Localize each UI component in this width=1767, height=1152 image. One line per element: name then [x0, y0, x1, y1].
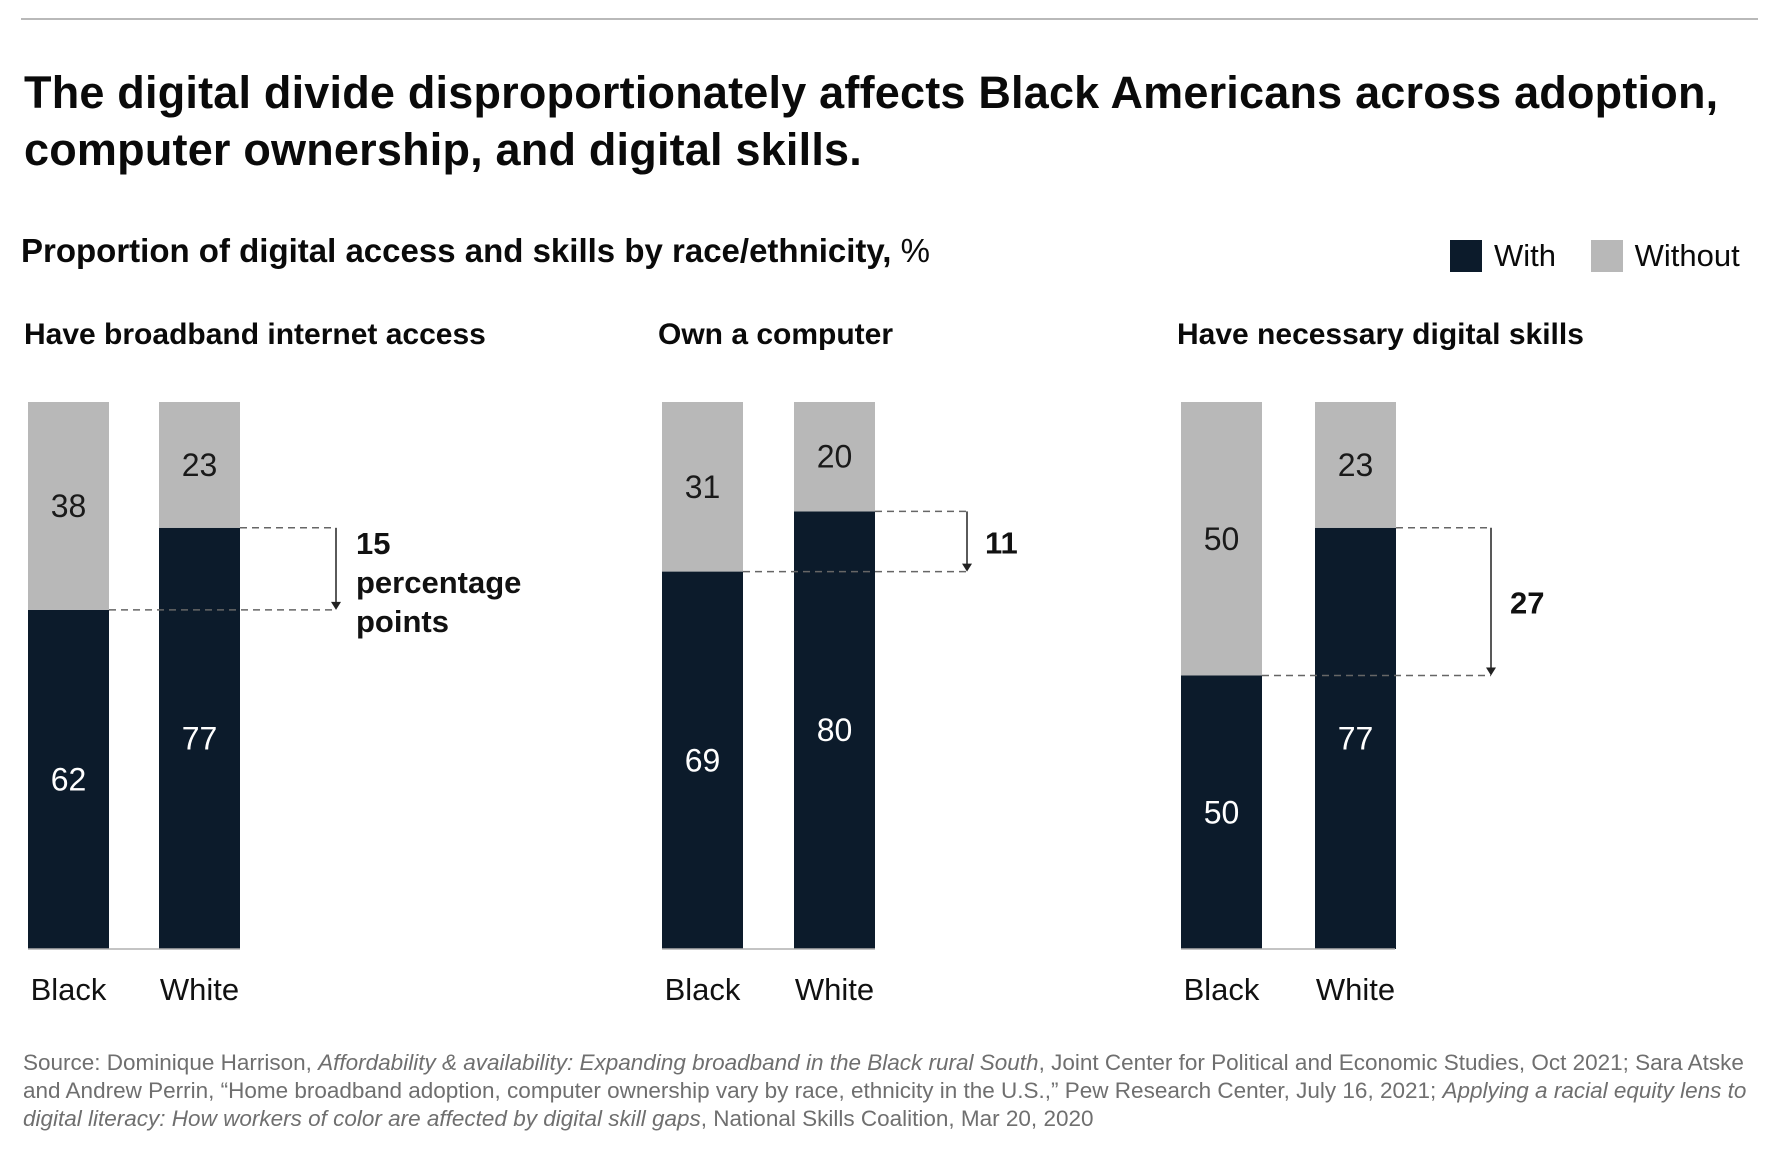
panel-title-skills: Have necessary digital skills [1177, 318, 1584, 351]
data-label-with: 80 [817, 712, 853, 748]
bar-with-white [1315, 527, 1396, 949]
bar-without-black [28, 402, 109, 610]
source-part: , Joint Center for Political and Economi… [23, 1050, 1744, 1103]
data-label-without: 50 [1204, 521, 1240, 557]
data-label-with: 69 [685, 742, 721, 778]
gap-arrow-head [1486, 667, 1496, 676]
gap-annotation-text: 11 [985, 525, 1018, 560]
gap-arrow-head [962, 563, 972, 572]
legend: With Without [1450, 238, 1740, 280]
source-part: Affordability & availability: Expanding … [318, 1050, 1039, 1075]
top-divider [21, 18, 1758, 20]
panel-title-computer: Own a computer [658, 318, 894, 351]
gap-annotation-text: 27 [1510, 586, 1544, 621]
data-label-without: 38 [51, 488, 87, 524]
legend-label-with: With [1494, 238, 1556, 273]
bar-without-white [159, 402, 240, 528]
data-label-without: 20 [817, 439, 853, 475]
panel-title-broadband: Have broadband internet access [24, 318, 486, 351]
data-label-with: 62 [51, 761, 87, 797]
x-tick-label: Black [665, 972, 741, 1007]
gap-annotation-text: 15 [356, 526, 390, 561]
chart-title: The digital divide disproportionately af… [24, 67, 1719, 175]
gap-annotation-text: percentage [356, 565, 521, 600]
bar-with-white [159, 527, 240, 949]
x-tick-label: White [160, 972, 239, 1007]
bar-without-black [1181, 402, 1262, 676]
bar-without-white [794, 402, 875, 512]
legend-item-with: With [1450, 238, 1556, 274]
gap-arrow-head [331, 601, 341, 610]
stacked-bar-chart: 62 38 Black 77 23 White 15 percentage points 69 31… [28, 402, 1544, 1007]
data-label-with: 77 [182, 720, 218, 756]
legend-swatch-without [1590, 240, 1623, 272]
x-tick-label: White [795, 972, 874, 1007]
gap-annotation-text: points [356, 604, 449, 639]
data-label-without: 31 [685, 469, 721, 505]
legend-item-without: Without [1590, 238, 1740, 274]
bar-with-black [28, 609, 109, 949]
bar-without-black [662, 402, 743, 572]
data-label-without: 23 [1338, 447, 1374, 483]
x-tick-label: Black [31, 972, 107, 1007]
bar-with-white [794, 511, 875, 949]
subtitle-unit: % [900, 232, 930, 269]
bar-with-black [662, 571, 743, 949]
legend-label-without: Without [1634, 238, 1740, 273]
x-tick-label: Black [1184, 972, 1260, 1007]
source-part: Applying a racial equity lens to digital… [23, 1078, 1747, 1131]
subtitle-text: Proportion of digital access and skills … [21, 232, 892, 269]
chart-subtitle: Proportion of digital access and skills … [21, 232, 930, 270]
x-tick-label: White [1316, 972, 1395, 1007]
bar-without-white [1315, 402, 1396, 528]
data-label-without: 23 [182, 447, 218, 483]
data-label-with: 77 [1338, 720, 1374, 756]
source-note: Source: Dominique Harrison, Affordabilit… [23, 1049, 1753, 1133]
source-part: Source: Dominique Harrison, [23, 1050, 319, 1075]
legend-swatch-with [1450, 240, 1482, 272]
data-label-with: 50 [1204, 794, 1240, 830]
source-part: , National Skills Coalition, Mar 20, 202… [700, 1106, 1094, 1131]
bar-with-black [1181, 675, 1262, 949]
